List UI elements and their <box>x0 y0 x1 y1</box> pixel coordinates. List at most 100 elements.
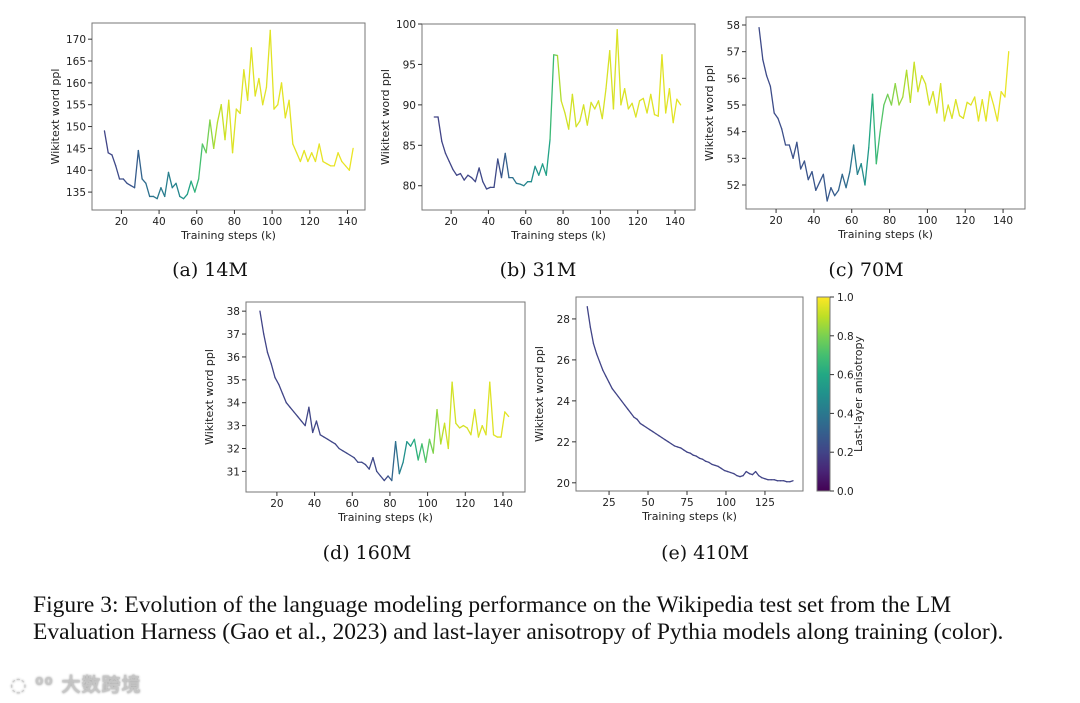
line-segment <box>951 99 957 119</box>
line-segment <box>807 171 813 181</box>
y-tick-label: 37 <box>227 329 240 341</box>
line-segment <box>624 88 630 110</box>
line-segment <box>631 102 637 118</box>
y-tick-label: 35 <box>227 375 240 387</box>
line-segment <box>295 152 302 163</box>
line-segment <box>751 470 757 476</box>
line-segment <box>288 99 294 145</box>
data-line <box>259 310 510 482</box>
colorbar-tick-label: 0.0 <box>837 486 854 498</box>
line-segment <box>342 450 348 454</box>
line-segment <box>458 424 465 429</box>
line-segment <box>220 104 226 141</box>
line-segment <box>617 396 623 402</box>
line-segment <box>224 99 230 141</box>
line-segment <box>474 167 480 183</box>
y-tick-label: 31 <box>227 466 240 478</box>
line-segment <box>470 177 477 183</box>
y-tick-label: 22 <box>557 437 570 449</box>
line-segment <box>811 171 817 191</box>
line-segment <box>278 383 284 395</box>
x-tick-label: 60 <box>346 498 359 510</box>
line-segment <box>917 75 923 93</box>
x-tick-label: 100 <box>716 497 736 509</box>
line-segment <box>337 152 343 163</box>
line-segment <box>672 98 678 124</box>
line-segment <box>160 187 166 198</box>
y-tick-label: 56 <box>727 73 741 85</box>
line-segment <box>482 181 488 190</box>
line-segment <box>905 69 912 103</box>
line-segment <box>856 163 862 175</box>
line-segment <box>871 93 877 165</box>
line-segment <box>837 173 843 191</box>
line-segment <box>137 149 143 180</box>
line-segment <box>459 172 465 181</box>
x-tick-label: 120 <box>628 216 648 228</box>
x-tick-label: 120 <box>955 215 975 227</box>
y-tick-label: 85 <box>403 140 416 152</box>
line-segment <box>197 143 204 180</box>
line-segment <box>523 181 529 187</box>
y-tick-label: 80 <box>403 181 416 193</box>
line-segment <box>620 400 626 406</box>
line-segment <box>636 418 641 425</box>
line-segment <box>296 415 303 422</box>
line-segment <box>564 112 570 130</box>
line-segment <box>630 412 635 418</box>
line-segment <box>789 480 794 483</box>
line-segment <box>285 402 291 408</box>
line-segment <box>152 195 158 200</box>
line-segment <box>485 381 491 436</box>
line-segment <box>277 82 283 106</box>
line-segment <box>962 101 968 119</box>
line-segment <box>452 168 458 176</box>
x-tick-label: 140 <box>993 215 1013 227</box>
y-tick-label: 33 <box>227 421 240 433</box>
y-tick-label: 58 <box>727 20 740 32</box>
colorbar-tick-label: 1.0 <box>837 292 854 304</box>
line-segment <box>441 140 447 155</box>
line-segment <box>489 381 495 436</box>
y-tick-label: 38 <box>227 306 240 318</box>
line-segment <box>467 174 473 179</box>
line-segment <box>300 420 306 427</box>
line-segment <box>284 99 290 119</box>
line-segment <box>379 475 385 482</box>
line-segment <box>765 75 772 87</box>
line-segment <box>311 152 317 163</box>
x-tick-label: 75 <box>680 497 693 509</box>
line-segment <box>156 187 162 200</box>
line-segment <box>500 152 506 179</box>
line-segment <box>830 187 836 197</box>
x-tick-label: 60 <box>190 216 203 228</box>
line-segment <box>349 454 355 459</box>
line-segment <box>627 408 632 414</box>
line-segment <box>462 424 468 429</box>
x-axis-label: Training steps (k) <box>837 228 933 241</box>
line-segment <box>319 434 325 438</box>
subplot-d: 20 40 60 80 100 120 140 31 32 33 34 35 36 37 38 Trainin… <box>203 301 526 564</box>
line-segment <box>609 50 615 110</box>
line-segment <box>322 160 328 165</box>
line-segment <box>402 440 408 463</box>
line-segment <box>213 121 219 150</box>
data-line <box>586 305 794 483</box>
line-segment <box>194 178 200 193</box>
line-segment <box>504 411 510 418</box>
line-segment <box>762 59 768 77</box>
line-segment <box>368 457 374 470</box>
y-tick-label: 145 <box>66 143 86 155</box>
line-segment <box>818 173 825 183</box>
line-segment <box>280 82 286 119</box>
y-axis-label: Wikitext word ppl <box>379 69 392 165</box>
line-segment <box>898 96 904 106</box>
x-tick-label: 80 <box>556 216 569 228</box>
line-segment <box>902 69 908 98</box>
line-segment <box>989 91 995 106</box>
line-segment <box>228 99 234 154</box>
y-tick-label: 53 <box>727 153 740 165</box>
y-tick-label: 20 <box>557 478 570 490</box>
